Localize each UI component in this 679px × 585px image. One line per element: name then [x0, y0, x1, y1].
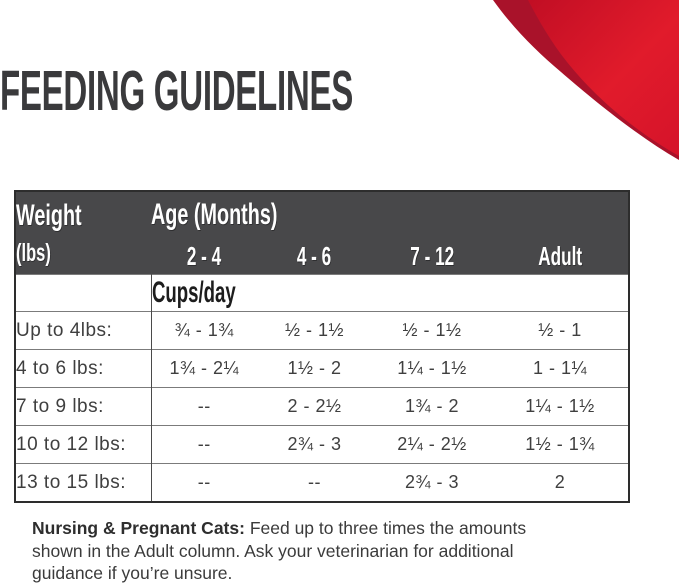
- table-row-up-to-4lbs: Up to 4lbs: ¾ - 1¾ ½ - 1½ ½ - 1½ ½ - 1: [15, 311, 630, 350]
- value-cell: 1¾ - 2: [372, 387, 492, 426]
- value-cell: 2: [492, 463, 630, 502]
- age-col-2-4: 2 - 4: [151, 238, 257, 275]
- value-cell: ½ - 1½: [257, 311, 372, 350]
- weight-cell: 10 to 12 lbs:: [15, 425, 152, 464]
- table-row-7-to-9-lbs: 7 to 9 lbs: -- 2 - 2½ 1¾ - 2 1¼ - 1½: [15, 387, 630, 426]
- value-cell: 2¼ - 2½: [372, 425, 492, 464]
- table-row-13-to-15-lbs: 13 to 15 lbs: -- -- 2¾ - 3 2: [15, 463, 630, 502]
- value-cell: 1½ - 2: [257, 349, 372, 388]
- age-col-4-6: 4 - 6: [257, 238, 372, 275]
- value-cell: --: [151, 387, 257, 426]
- note-bold-lead: Nursing & Pregnant Cats:: [32, 518, 245, 538]
- feeding-table-header: Weight (lbs) Age (Months) 2 - 4 4 - 6 7 …: [15, 191, 630, 275]
- weight-cell: 4 to 6 lbs:: [15, 349, 152, 388]
- value-cell: ¾ - 1¾: [151, 311, 257, 350]
- age-col-adult: Adult: [492, 238, 630, 275]
- note-line-1-rest: Feed up to three times the amounts: [244, 518, 527, 538]
- feeding-table: Weight (lbs) Age (Months) 2 - 4 4 - 6 7 …: [14, 190, 631, 503]
- table-row-4-to-6-lbs: 4 to 6 lbs: 1¾ - 2¼ 1½ - 2 1¼ - 1½ 1 - 1…: [15, 349, 630, 388]
- page-title-text: FEEDING GUIDELINES: [0, 59, 353, 123]
- units-row-blank-cell: [15, 274, 152, 312]
- weight-label: Weight: [16, 199, 82, 232]
- value-cell: 2 - 2½: [257, 387, 372, 426]
- weight-cell: 7 to 9 lbs:: [15, 387, 152, 426]
- header-row-2: 2 - 4 4 - 6 7 - 12 Adult: [15, 238, 630, 275]
- nursing-pregnant-note: Nursing & Pregnant Cats: Feed up to thre…: [32, 517, 526, 585]
- weight-cell: Up to 4lbs:: [15, 311, 152, 350]
- table-row-10-to-12-lbs: 10 to 12 lbs: -- 2¾ - 3 2¼ - 2½ 1½ - 1¾: [15, 425, 630, 464]
- value-cell: 1¼ - 1½: [492, 387, 630, 426]
- note-line-1: Nursing & Pregnant Cats: Feed up to thre…: [32, 517, 526, 540]
- value-cell: --: [151, 425, 257, 464]
- note-line-3: guidance if you’re unsure.: [32, 563, 233, 583]
- value-cell: 1¾ - 2¼: [151, 349, 257, 388]
- value-cell: 1½ - 1¾: [492, 425, 630, 464]
- feeding-table-body: Cups/day Up to 4lbs: ¾ - 1¾ ½ - 1½ ½ - 1…: [15, 274, 630, 502]
- weight-cell: 13 to 15 lbs:: [15, 463, 152, 502]
- age-months-label: Age (Months): [151, 198, 278, 231]
- value-cell: ½ - 1: [492, 311, 630, 350]
- value-cell: --: [151, 463, 257, 502]
- value-cell: --: [257, 463, 372, 502]
- header-row-1: Weight (lbs) Age (Months): [15, 191, 630, 275]
- value-cell: 2¾ - 3: [257, 425, 372, 464]
- value-cell: 1 - 1¼: [492, 349, 630, 388]
- units-row: Cups/day: [15, 274, 630, 312]
- page-title: FEEDING GUIDELINES: [0, 62, 609, 120]
- value-cell: 2¾ - 3: [372, 463, 492, 502]
- age-col-7-12: 7 - 12: [372, 238, 492, 275]
- value-cell: ½ - 1½: [372, 311, 492, 350]
- units-cell: Cups/day: [151, 274, 630, 312]
- note-line-2: shown in the Adult column. Ask your vete…: [32, 540, 514, 561]
- weight-column-header: Weight (lbs): [15, 191, 151, 275]
- value-cell: 1¼ - 1½: [372, 349, 492, 388]
- weight-unit-label: (lbs): [16, 239, 51, 267]
- age-months-header: Age (Months): [151, 191, 630, 238]
- units-label-text: Cups/day: [151, 276, 236, 309]
